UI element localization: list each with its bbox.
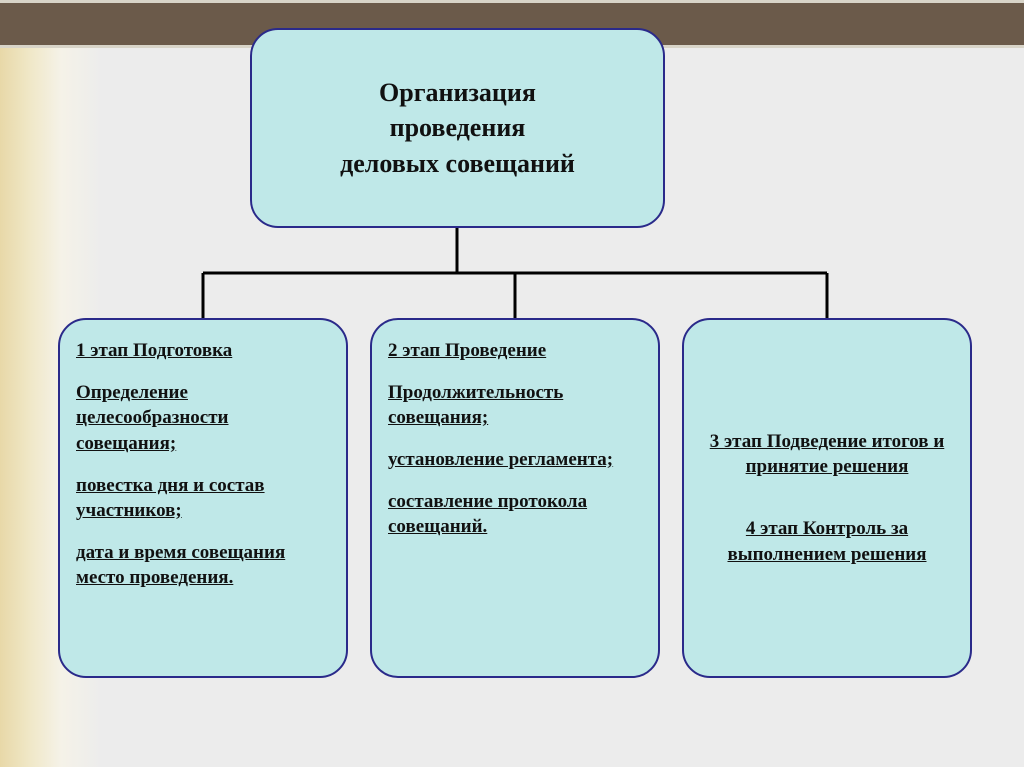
stage-1-item-2: повестка дня и состав участников; <box>76 473 330 524</box>
org-chart-diagram: Организация проведения деловых совещаний… <box>0 48 1024 767</box>
stage-2-title: 2 этап Проведение <box>388 338 642 364</box>
stage-2-node: 2 этап Проведение Продолжительность сове… <box>370 318 660 678</box>
root-line-2: проведения <box>390 113 526 142</box>
stage-3-4-node: 3 этап Подведение итогов и принятие реше… <box>682 318 972 678</box>
stage-2-item-3: составление протокола совещаний. <box>388 489 642 540</box>
stage-1-node: 1 этап Подготовка Определение целесообра… <box>58 318 348 678</box>
root-line-3: деловых совещаний <box>340 149 575 178</box>
stage-2-item-2: установление регламента; <box>388 447 642 473</box>
stage-4-text: 4 этап Контроль за выполнением решения <box>700 516 954 567</box>
slide-background: Организация проведения деловых совещаний… <box>0 48 1024 767</box>
stage-1-item-3: дата и время совещания место проведения. <box>76 540 330 591</box>
root-node: Организация проведения деловых совещаний <box>250 28 665 228</box>
stage-1-title: 1 этап Подготовка <box>76 338 330 364</box>
stage-1-item-1: Определение целесообразности совещания; <box>76 380 330 457</box>
stage-3-text: 3 этап Подведение итогов и принятие реше… <box>700 429 954 480</box>
root-line-1: Организация <box>379 78 536 107</box>
stage-2-item-1: Продолжительность совещания; <box>388 380 642 431</box>
